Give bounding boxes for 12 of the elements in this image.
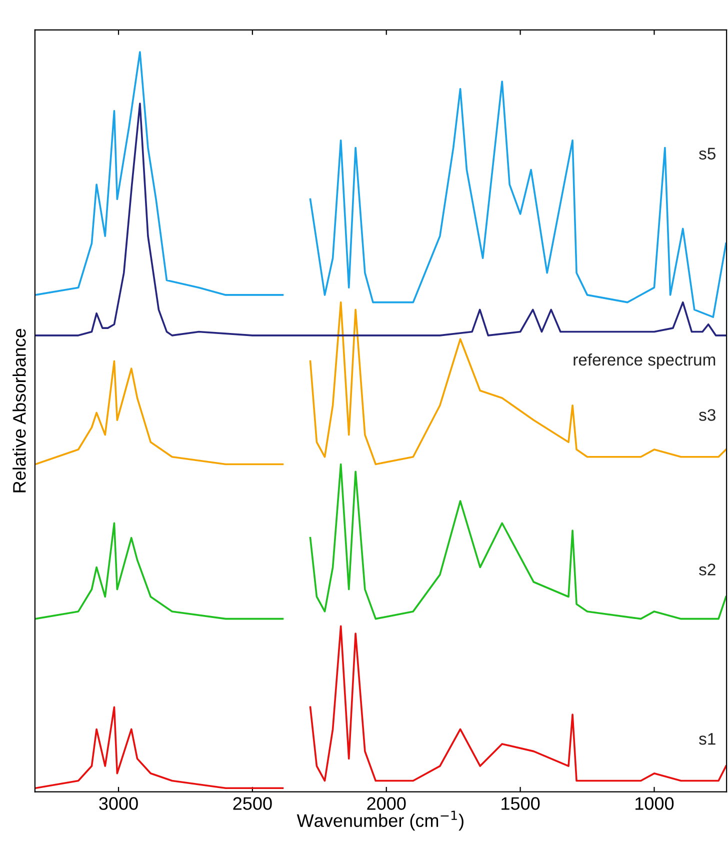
x-tick-label: 2000 [367, 797, 406, 810]
series-label: s2 [699, 564, 716, 576]
x-axis-title: Wavenumber (cm$^{−1}$) [296, 810, 464, 831]
series-label: reference spectrum [574, 353, 716, 369]
x-tick-label: 3000 [99, 797, 138, 810]
series-label: s1 [699, 733, 716, 745]
y-axis-title: Relative Absorbance [12, 328, 26, 492]
x-tick-label: 1000 [636, 797, 674, 810]
x-tick-label: 2500 [233, 797, 272, 810]
x-tick-label: 1500 [502, 797, 540, 810]
text: s5 [699, 148, 716, 160]
series-label: s3 [699, 409, 716, 421]
